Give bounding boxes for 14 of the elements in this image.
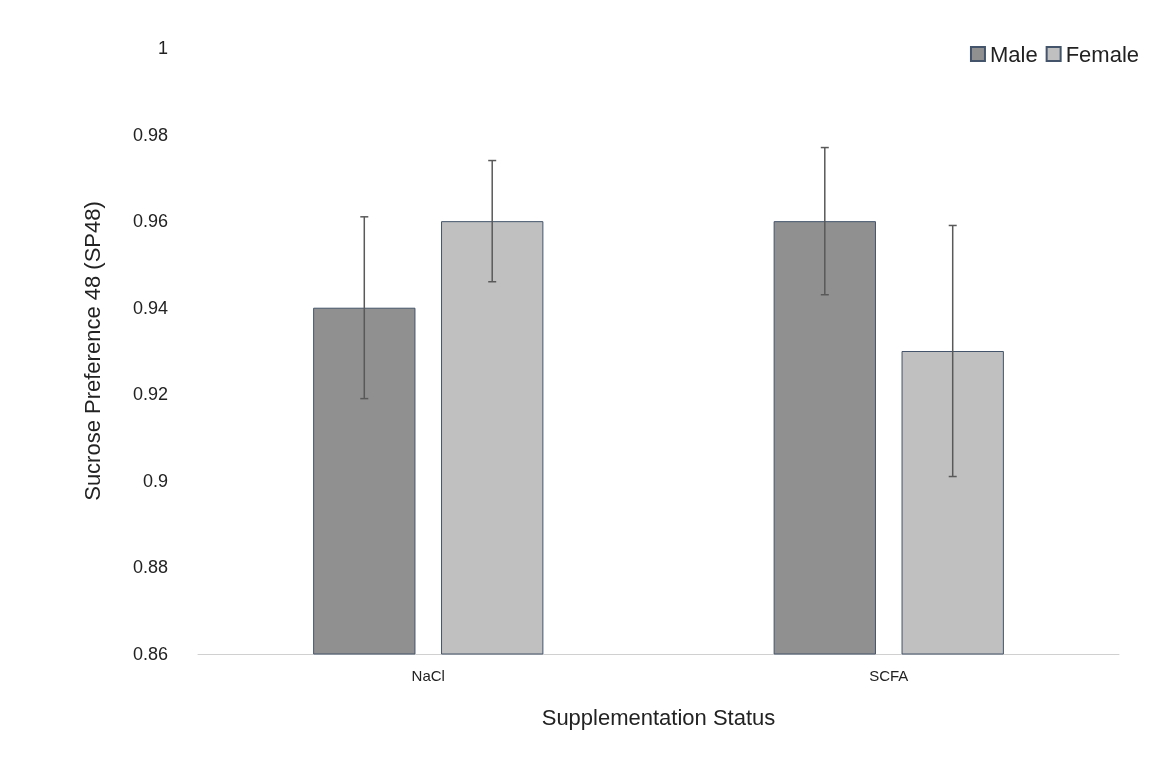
y-axis-title: Sucrose Preference 48 (SP48) (79, 201, 105, 501)
y-tick-label: 0.9 (142, 470, 168, 491)
legend-label: Male (989, 41, 1038, 67)
y-tick-label: 1 (157, 38, 168, 58)
y-tick-label: 0.92 (132, 384, 168, 405)
y-tick-label: 0.88 (132, 557, 168, 578)
legend-label: Female (1065, 41, 1139, 67)
y-tick-label: 0.98 (132, 124, 168, 145)
y-tick-label: 0.86 (132, 644, 168, 664)
y-tick-label: 0.96 (132, 211, 168, 232)
x-tick-label: SCFA (869, 667, 909, 684)
x-tick-label: NaCl (411, 667, 445, 684)
y-tick-label: 0.94 (132, 297, 168, 318)
x-axis-title: Supplementation Status (541, 704, 776, 730)
